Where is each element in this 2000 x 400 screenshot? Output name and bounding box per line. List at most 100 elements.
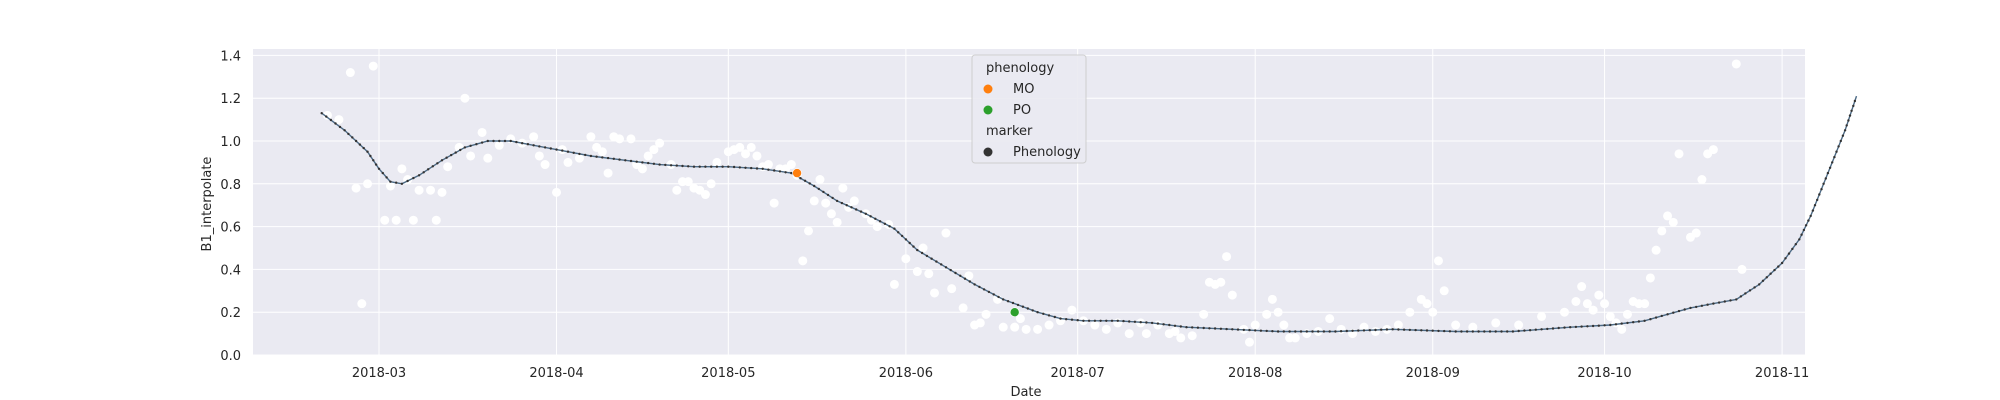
curve-dot <box>1236 328 1240 331</box>
curve-dot <box>1807 219 1810 222</box>
curve-dot <box>1557 326 1560 330</box>
curve-dot <box>1191 326 1194 329</box>
curve-dot <box>1076 319 1079 322</box>
curve-dot <box>1826 171 1830 175</box>
curve-dot <box>431 165 434 168</box>
curve-dot <box>543 146 547 149</box>
curve-dot <box>1848 114 1852 117</box>
observation-point <box>826 209 836 219</box>
curve-dot <box>803 179 807 182</box>
observation-point <box>706 179 716 189</box>
curve-dot <box>584 153 587 157</box>
curve-dot <box>1528 329 1532 332</box>
observation-point <box>534 151 544 161</box>
observation-point <box>1691 228 1701 238</box>
observation-point <box>998 322 1008 332</box>
observation-point <box>1491 318 1501 328</box>
observation-point <box>1594 290 1604 300</box>
curve-dot <box>395 181 398 184</box>
curve-dot <box>1282 330 1286 333</box>
curve-dot <box>1179 325 1183 328</box>
observation-point <box>1605 311 1615 321</box>
curve-dot <box>480 141 484 144</box>
observation-point <box>838 183 848 193</box>
observation-point <box>1600 299 1610 309</box>
curve-dot <box>835 199 839 203</box>
observation-point <box>1015 314 1025 324</box>
observation-point <box>981 309 991 319</box>
curve-dot <box>1139 321 1142 324</box>
observation-point <box>1405 307 1415 317</box>
curve-dot <box>1087 319 1091 322</box>
observation-point <box>1588 305 1598 315</box>
curve-dot <box>1818 193 1821 196</box>
observation-point <box>603 168 613 178</box>
observation-point <box>1227 290 1237 300</box>
curve-dot <box>744 166 747 169</box>
legend-phenology-swatch <box>983 147 993 157</box>
observation-point <box>901 254 911 264</box>
curve-dot <box>1791 247 1794 251</box>
legend: phenology MO PO marker Phenology <box>971 54 1087 164</box>
curve-dot <box>1586 325 1589 328</box>
curve-dot <box>738 166 741 169</box>
y-tick-label: 0.0 <box>220 349 241 364</box>
curve-dot <box>1739 295 1743 298</box>
curve-dot <box>1761 279 1765 282</box>
observation-point <box>1033 324 1043 334</box>
curve-dot <box>343 129 346 132</box>
curve-dot <box>1620 322 1623 325</box>
phenology-point-po <box>1009 307 1020 318</box>
observation-point <box>345 68 355 78</box>
observation-point <box>1216 277 1226 287</box>
curve-dot <box>1654 316 1658 319</box>
observation-point <box>540 160 550 170</box>
curve-dot <box>1494 330 1497 333</box>
curve-dot <box>1299 330 1303 333</box>
curve-dot <box>864 212 867 215</box>
observation-point <box>741 149 751 159</box>
curve-dot <box>1820 188 1823 191</box>
curve-dot <box>1609 323 1612 327</box>
curve-dot <box>675 164 678 167</box>
curve-dot <box>624 159 627 162</box>
curve-dot <box>715 165 719 168</box>
curve-dot <box>1850 109 1853 113</box>
x-tick-label: 2018-08 <box>1228 366 1282 381</box>
curve-dot <box>486 139 489 143</box>
observation-point <box>1250 320 1260 330</box>
observation-point <box>849 196 859 206</box>
curve-dot <box>549 147 552 150</box>
curve-dot <box>354 139 358 143</box>
observation-point <box>975 318 985 328</box>
curve-dot <box>358 143 362 146</box>
curve-dot <box>1031 309 1034 312</box>
curve-dot <box>1425 329 1429 332</box>
x-tick-label: 2018-04 <box>529 366 583 381</box>
legend-title-marker: marker <box>986 124 1033 139</box>
curve-dot <box>1632 321 1635 324</box>
curve-dot <box>992 293 995 296</box>
observation-point <box>815 175 825 185</box>
curve-dot <box>1847 119 1850 122</box>
curve-dot <box>1853 99 1857 103</box>
curve-dot <box>1042 312 1045 315</box>
curve-dot <box>1002 298 1005 301</box>
observation-point <box>1708 145 1718 155</box>
curve-dot <box>1787 252 1791 255</box>
curve-dot <box>1368 329 1372 332</box>
observation-point <box>1422 299 1432 309</box>
legend-mo-label: MO <box>1013 82 1034 97</box>
observation-point <box>1290 333 1300 343</box>
x-tick-label: 2018-06 <box>879 366 933 381</box>
curve-dot <box>1824 177 1828 180</box>
curve-dot <box>822 190 825 194</box>
observation-point <box>334 115 344 125</box>
observation-point <box>1359 322 1369 332</box>
curve-dot <box>1351 329 1354 332</box>
curve-dot <box>1288 330 1291 333</box>
observation-point <box>1021 324 1031 334</box>
observation-point <box>1697 175 1707 185</box>
observation-point <box>683 177 693 187</box>
curve-dot <box>1660 314 1664 318</box>
